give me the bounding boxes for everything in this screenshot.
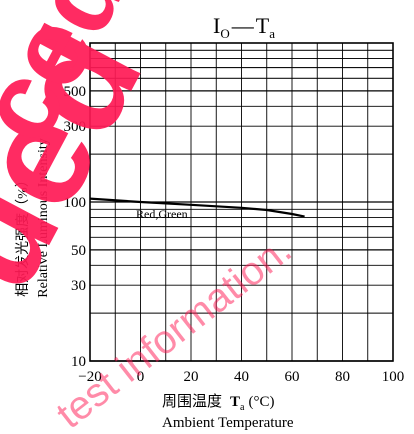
chart-title: IO—Ta — [213, 13, 275, 41]
y-axis-label-en: Relative Luminous Intensity — [36, 138, 51, 297]
x-axis-label-var: T — [230, 394, 240, 410]
plot-border — [89, 42, 394, 362]
y-tick-label: 30 — [71, 278, 86, 294]
x-tick-label: 60 — [285, 369, 300, 385]
title-dash: — — [231, 13, 255, 38]
y-tick-label: 50 — [71, 243, 86, 259]
x-axis-label-var-sub: a — [240, 402, 245, 413]
series-layer — [89, 197, 305, 218]
plot-frame — [89, 42, 394, 362]
title-sub: O — [220, 26, 229, 41]
y-tick-label: 100 — [64, 195, 87, 211]
title-var-sub: a — [269, 26, 275, 41]
x-axis-label-en: Ambient Temperature — [162, 415, 294, 431]
x-tick-labels: −20 0 20 40 60 80 100 — [78, 369, 404, 385]
y-axis-label-cn: 相对发光强度（%） — [15, 173, 31, 297]
title-var: T — [256, 13, 270, 38]
x-tick-label: 80 — [335, 369, 350, 385]
series-label: Red,Green — [136, 207, 188, 221]
y-tick-label: 300 — [64, 119, 87, 135]
x-axis-label-cn: 周围温度 — [162, 393, 222, 410]
y-tick-label: 10 — [71, 354, 86, 370]
title-main: I — [213, 13, 220, 38]
x-tick-label: −20 — [78, 369, 101, 385]
x-axis-label: 周围温度 Ta (°C) — [162, 393, 274, 413]
x-axis-label-unit: (°C) — [248, 394, 274, 410]
y-tick-label: 500 — [64, 84, 87, 100]
x-tick-label: 20 — [184, 369, 199, 385]
y-tick-labels: 10 30 50 100 300 500 — [64, 84, 87, 370]
series-line-0 — [89, 197, 305, 218]
x-tick-label: 100 — [382, 369, 405, 385]
x-tick-label: 0 — [137, 369, 145, 385]
x-tick-label: 40 — [234, 369, 249, 385]
